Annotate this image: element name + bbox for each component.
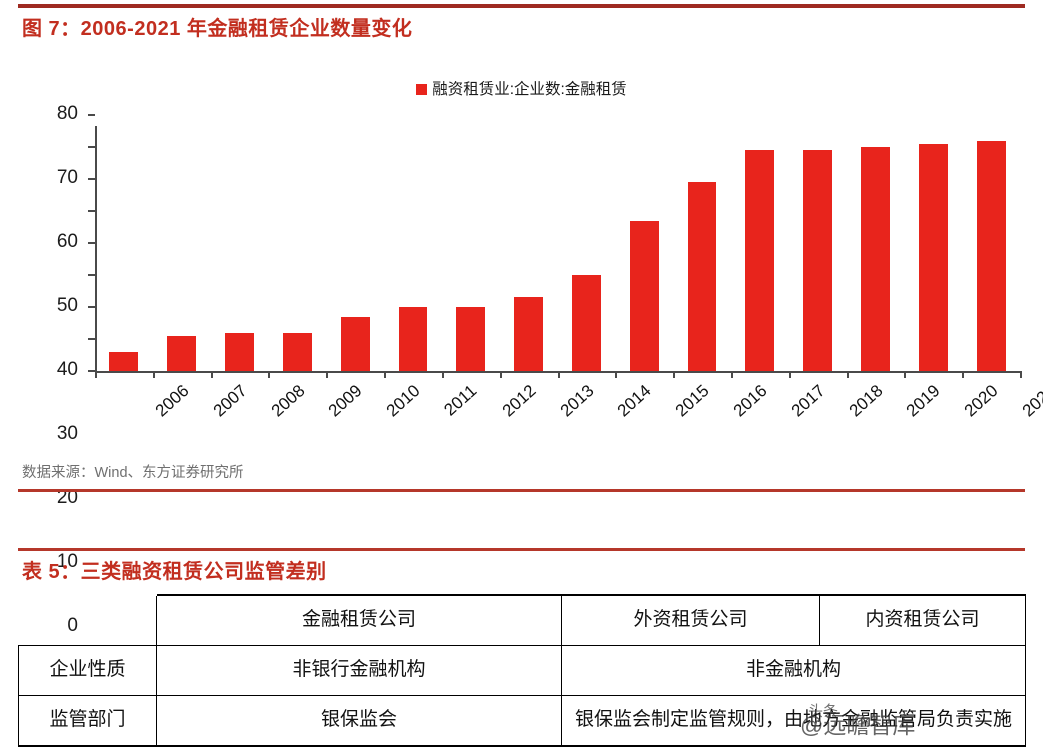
table-caption: 表 5：三类融资租赁公司监管差别 [22,561,327,583]
table-row-label: 监管部门 [18,695,157,747]
y-axis-tick: 0 [67,370,95,636]
x-axis-tick [788,371,791,378]
x-axis-tick [615,371,618,378]
y-axis-tick: 60 [57,178,95,252]
y-axis-tick: 80 [57,103,95,124]
x-axis-tick [268,371,271,378]
y-axis-tick: 50 [57,210,95,316]
bar [109,351,139,371]
x-axis-tick [326,371,329,378]
y-axis-tick-label: 80 [56,103,78,124]
x-axis-tick [1020,371,1022,378]
plot-area: 0 10 20 30 40 50 60 70 80 2006 2007 2008 2009 2010 201… [57,103,1043,636]
table-cell: 银保监会制定监管规则，由地方金融监管局负责实施 [561,695,1026,747]
table-cell: 非银行金融机构 [156,645,562,696]
x-axis-tick-label: 2015 [671,381,713,421]
bar [803,150,833,371]
bar [282,332,312,371]
x-axis-tick [557,371,560,378]
bar [629,220,659,371]
y-axis-tick-label: 70 [56,167,78,188]
x-axis-tick-label: 2019 [903,381,945,421]
bar [456,307,486,371]
table-header-cell: 内资租赁公司 [819,594,1026,646]
table-top-rule [18,548,1025,551]
chart-legend: 融资租赁业:企业数:金融租赁 [0,77,1043,99]
bar [687,182,717,371]
x-axis-tick-label: 2021 [1018,381,1043,421]
bar [225,332,254,371]
x-axis-tick-label: 2013 [556,381,598,421]
x-axis-tick [962,371,965,378]
x-axis-tick-label: 2010 [382,381,424,421]
table-row: 企业性质 非银行金融机构 非金融机构 [18,645,1026,696]
table-header-cell: 外资租赁公司 [561,594,820,646]
bar [514,297,544,371]
bar [976,140,1006,371]
bar [167,335,197,371]
x-axis-tick [441,371,444,378]
y-axis-tick: 20 [57,306,95,508]
bar [918,143,948,371]
x-axis-tick-label: 2018 [845,381,887,421]
y-axis-tick: 10 [57,338,95,572]
bar [398,307,428,371]
x-axis-tick [846,371,849,378]
bar [745,150,775,371]
x-axis-tick-label: 2012 [498,381,540,421]
y-axis-tick-label: 50 [56,295,78,316]
y-axis-tick: 30 [57,274,95,444]
section-divider-rule [18,489,1025,492]
x-axis-tick-label: 2006 [151,381,193,421]
regulation-comparison-table: 金融租赁公司 外资租赁公司 内资租赁公司 企业性质 非银行金融机构 非金融机构 监管部门 银保… [18,594,1026,747]
legend-swatch-icon [416,84,428,95]
y-axis-tick-label: 60 [56,231,78,252]
x-axis-tick [152,371,155,378]
y-axis-tick-label: 40 [56,359,78,380]
y-axis-tick: 40 [57,242,95,380]
table-header-row: 金融租赁公司 外资租赁公司 内资租赁公司 [18,594,1026,646]
y-axis-line [95,126,97,371]
x-axis-tick-label: 2016 [729,381,771,421]
x-axis-tick-label: 2008 [267,381,309,421]
x-axis-tick [904,371,907,378]
y-axis-tick-label: 20 [56,487,78,508]
x-axis-tick-label: 2014 [614,381,655,421]
table-header-corner-cell [18,595,157,646]
y-axis-tick-label: 30 [56,423,78,444]
y-axis-tick: 70 [57,146,95,188]
x-axis-tick-label: 2009 [325,381,366,421]
figure-source-note: 数据来源：Wind、东方证券研究所 [22,465,244,481]
x-axis-tick-label: 2007 [209,381,251,421]
table-row: 监管部门 银保监会 银保监会制定监管规则，由地方金融监管局负责实施 [18,695,1026,747]
page-top-rule [18,4,1025,8]
table-cell: 非金融机构 [561,645,1026,696]
y-axis-tick-label: 10 [56,551,78,572]
table-row-label: 企业性质 [18,645,157,696]
bar-chart: 融资租赁业:企业数:金融租赁 0 10 20 30 40 50 60 70 80 2006 2007… [0,55,1043,636]
bar [861,147,890,371]
table-cell: 银保监会 [156,695,562,747]
x-axis-tick [210,371,213,378]
figure-caption: 图 7：2006-2021 年金融租赁企业数量变化 [22,18,413,40]
x-axis-tick-label: 2011 [440,381,481,420]
x-axis-tick [673,371,676,378]
x-axis-tick-label: 2020 [960,381,1002,421]
x-axis-tick [499,371,502,378]
x-axis-tick [384,371,387,378]
x-axis-tick [730,371,733,378]
table-header-cell: 金融租赁公司 [156,594,562,646]
x-axis-tick [95,371,97,378]
legend-label: 融资租赁业:企业数:金融租赁 [432,81,627,98]
bar [340,316,370,371]
bar [571,275,601,371]
x-axis-tick-label: 2017 [787,381,829,421]
